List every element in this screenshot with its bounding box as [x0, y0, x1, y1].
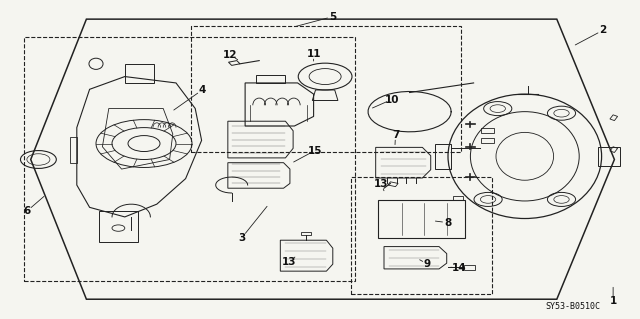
Text: 8: 8	[444, 218, 452, 228]
Text: 5: 5	[329, 11, 337, 22]
Text: 14: 14	[452, 263, 467, 273]
Text: 4: 4	[198, 85, 206, 95]
Text: 13: 13	[374, 179, 388, 189]
Text: 10: 10	[385, 94, 399, 105]
Text: 2: 2	[599, 25, 607, 35]
Bar	[191, 26, 461, 152]
Text: 11: 11	[307, 48, 321, 59]
Text: 1: 1	[609, 296, 617, 307]
Text: 7: 7	[392, 130, 399, 140]
Text: 12: 12	[223, 50, 237, 60]
Text: 3: 3	[238, 233, 246, 243]
Bar	[351, 177, 492, 294]
Text: 15: 15	[308, 145, 322, 156]
Text: SY53-B0510C: SY53-B0510C	[545, 302, 600, 311]
Bar	[24, 37, 355, 281]
Text: 9: 9	[424, 259, 431, 269]
Text: 6: 6	[23, 206, 31, 216]
Text: 13: 13	[282, 257, 296, 267]
